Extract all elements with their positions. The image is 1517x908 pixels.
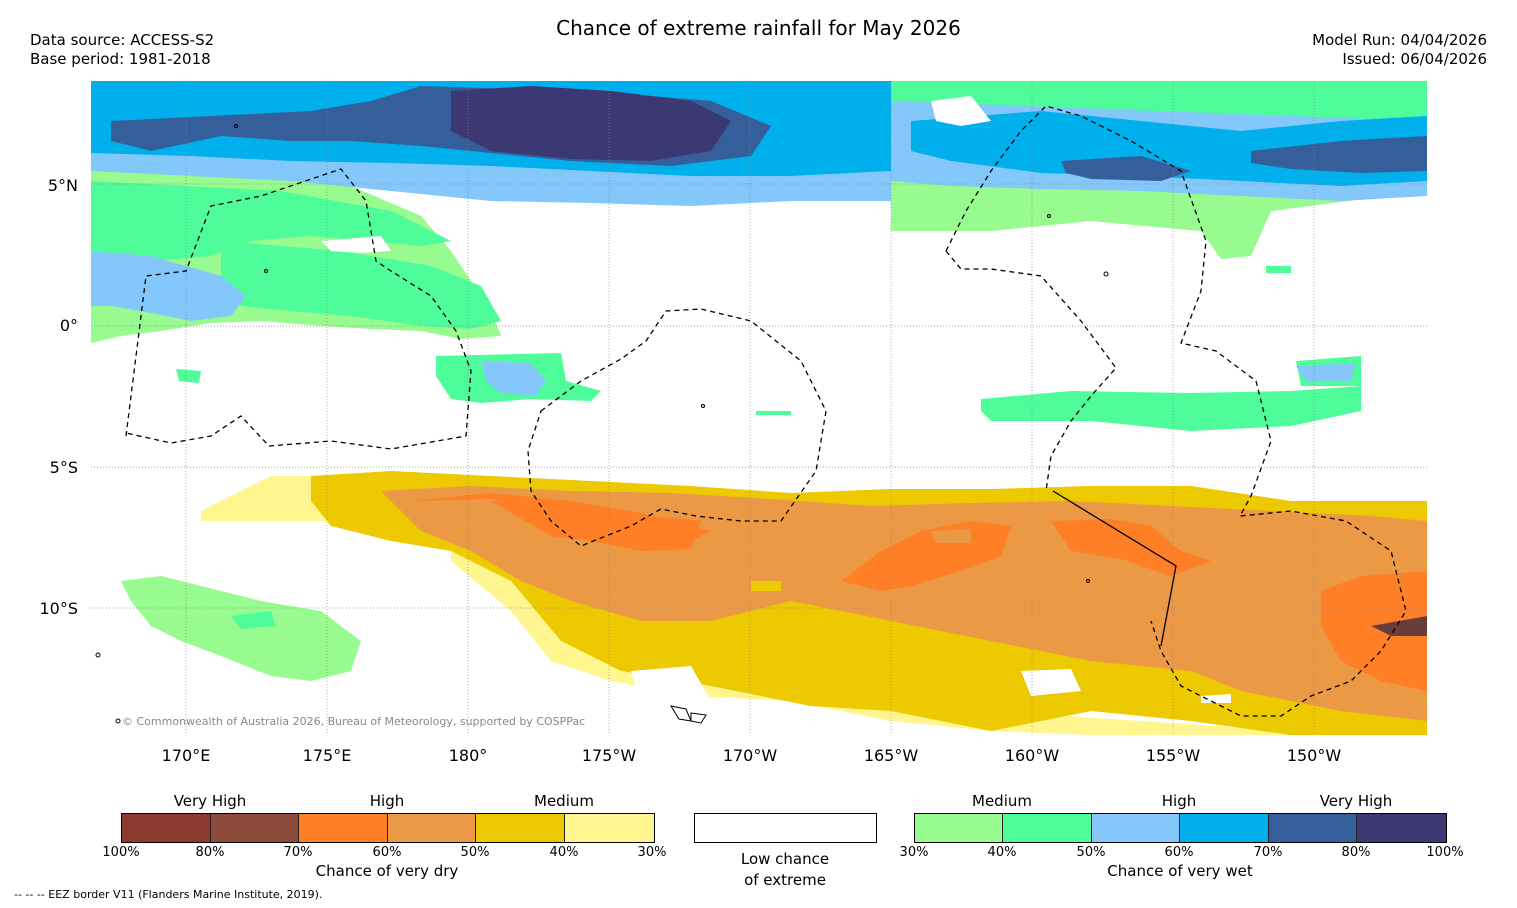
lon-label-150w: 150°W [1286, 746, 1342, 765]
dry-swatch-5 [476, 814, 565, 842]
dry-category-very-high: Very High [173, 792, 247, 810]
wet-swatch-4 [1180, 814, 1269, 842]
dry-tick: 80% [195, 845, 225, 860]
map-title: Chance of extreme rainfall for May 2026 [556, 16, 961, 40]
lon-label-155w: 155°W [1145, 746, 1201, 765]
copyright-notice: © Commonwealth of Australia 2026, Bureau… [122, 715, 586, 728]
lat-label-5s: 5°S [49, 458, 78, 477]
neutral-title-line2: of extreme [744, 871, 826, 889]
issued-date: Issued: 06/04/2026 [1342, 50, 1487, 68]
lon-label-160w: 160°W [1004, 746, 1060, 765]
neutral-legend-title: Low chance of extreme [685, 849, 885, 891]
wet-swatch-1 [915, 814, 1003, 842]
wet-tick: 40% [987, 845, 1017, 860]
neutral-title-line1: Low chance [740, 850, 830, 868]
lon-label-170w: 170°W [722, 746, 778, 765]
dry-colorbar [121, 813, 655, 843]
wet-tick: 70% [1253, 845, 1283, 860]
dry-tick: 60% [372, 845, 402, 860]
wet-category-high: High [1161, 792, 1197, 810]
wet-legend-title: Chance of very wet [1107, 862, 1253, 880]
wet-swatch-3 [1092, 814, 1180, 842]
lon-label-175w: 175°W [581, 746, 637, 765]
wet-tick: 100% [1426, 845, 1464, 860]
dry-tick: 50% [460, 845, 490, 860]
dry-swatch-6 [565, 814, 654, 842]
dry-swatch-4 [388, 814, 476, 842]
lat-label-10s: 10°S [39, 599, 78, 618]
wet-tick: 30% [899, 845, 929, 860]
wet-colorbar [914, 813, 1447, 843]
lat-label-0: 0° [59, 316, 78, 335]
graticule [91, 81, 1427, 735]
rainfall-map [91, 81, 1427, 735]
wet-tick: 80% [1341, 845, 1371, 860]
neutral-swatch [694, 813, 877, 843]
dry-legend-title: Chance of very dry [315, 862, 459, 880]
dry-swatch-2 [211, 814, 299, 842]
dry-region-south [201, 471, 1427, 735]
wet-region-north [91, 81, 1427, 343]
dry-tick: 30% [637, 845, 667, 860]
wet-category-very-high: Very High [1319, 792, 1393, 810]
data-source: Data source: ACCESS-S2 [30, 31, 215, 49]
wet-tick: 50% [1076, 845, 1106, 860]
model-run: Model Run: 04/04/2026 [1312, 31, 1487, 49]
lon-label-175e: 175°E [302, 746, 352, 765]
dry-category-high: High [369, 792, 405, 810]
data-source-info: Data source: ACCESS-S2 Base period: 1981… [30, 31, 214, 69]
eez-borders [125, 105, 1407, 717]
lon-label-180: 180° [448, 746, 488, 765]
wet-region-southwest [121, 576, 361, 681]
wet-tick: 60% [1164, 845, 1194, 860]
base-period: Base period: 1981-2018 [30, 50, 211, 68]
wet-category-medium: Medium [972, 792, 1032, 810]
wet-swatch-2 [1003, 814, 1092, 842]
islands [95, 124, 1109, 724]
dry-tick: 70% [283, 845, 313, 860]
eez-solid-border [1052, 490, 1177, 647]
dry-category-medium: Medium [534, 792, 594, 810]
lat-label-5n: 5°N [47, 176, 78, 195]
dry-swatch-3 [299, 814, 388, 842]
eez-border-note: -- -- -- EEZ border V11 (Flanders Marine… [14, 888, 323, 901]
model-info: Model Run: 04/04/2026 Issued: 06/04/2026 [1312, 31, 1487, 69]
dry-swatch-1 [122, 814, 211, 842]
lon-label-165w: 165°W [863, 746, 919, 765]
wet-swatch-5 [1269, 814, 1357, 842]
wet-region-equatorial [176, 266, 1361, 431]
wet-swatch-6 [1357, 814, 1446, 842]
dry-tick: 100% [102, 845, 140, 860]
lon-label-170e: 170°E [161, 746, 211, 765]
dry-tick: 40% [549, 845, 579, 860]
